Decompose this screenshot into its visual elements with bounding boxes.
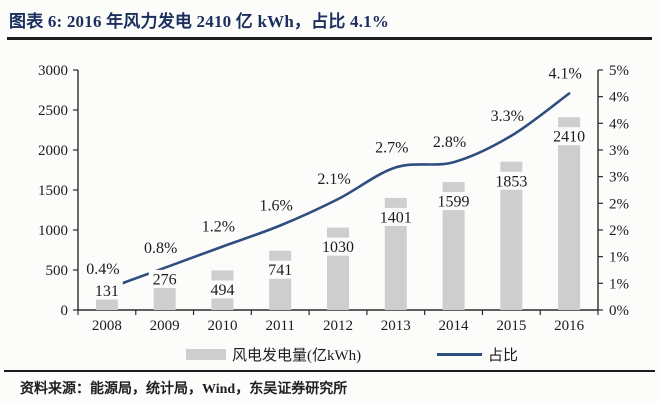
share-line-series: [105, 92, 571, 291]
right-axis-tick-label: 1%: [609, 276, 629, 292]
right-axis-tick-label: 4%: [609, 90, 629, 106]
x-axis-year-label: 2012: [323, 318, 353, 334]
left-axis-tick-label: 2500: [38, 103, 68, 119]
bar-value-plate: [491, 171, 532, 190]
chart-title: 图表 6: 2016 年风力发电 2410 亿 kWh，占比 4.1%: [9, 12, 390, 31]
left-axis-tick-label: 2000: [38, 143, 68, 159]
share-value-label: 2.7%: [375, 139, 408, 156]
bar-2009: [153, 287, 176, 310]
bar-value-plate: [264, 260, 297, 279]
right-axis-tick-label: 5%: [609, 63, 629, 79]
right-axis-tick-label: 2%: [609, 223, 629, 239]
bar-value-label: 2410: [553, 129, 585, 146]
chart-area: 0 500 1000 1500 2000 2500 3000 0% 1% 1% 2% 2% 3% 3% 4%…: [0, 40, 659, 370]
right-axis-tick-label: 1%: [609, 250, 629, 266]
left-axis-tick-label: 500: [46, 263, 69, 279]
legend-bar-label: 风电发电量(亿kWh): [232, 347, 361, 364]
x-axis-year-label: 2016: [554, 318, 585, 334]
share-value-label: 0.4%: [86, 261, 119, 278]
wind-power-chart: 0 500 1000 1500 2000 2500 3000 0% 1% 1% 2% 2% 3% 3% 4%…: [38, 63, 629, 364]
x-axis-year-label: 2015: [496, 318, 526, 334]
right-axis-tick-label: 3%: [609, 143, 629, 159]
legend-line-label: 占比: [488, 347, 518, 364]
x-axis-year-label: 2011: [265, 318, 294, 334]
bar-2013: [384, 197, 407, 310]
bar-2011: [269, 250, 292, 310]
bar-2016: [558, 117, 581, 310]
title-divider: [7, 37, 652, 40]
bar-value-label: 1853: [495, 173, 527, 190]
share-value-label: 2.8%: [433, 134, 466, 151]
bar-value-label: 1401: [380, 209, 412, 226]
share-value-label: 4.1%: [548, 66, 581, 83]
bar-value-label: 741: [268, 262, 292, 279]
x-axis-year-label: 2010: [207, 318, 237, 334]
right-axis-tick-label: 2%: [609, 196, 629, 212]
bar-value-plate: [90, 281, 123, 300]
bar-2015: [500, 161, 523, 310]
bar-value-plate: [206, 280, 239, 299]
share-value-label: 3.3%: [491, 108, 524, 125]
x-axis-year-label: 2014: [439, 318, 470, 334]
bar-2008: [95, 299, 118, 310]
x-axis-year-label: 2013: [381, 318, 411, 334]
share-value-label: 1.2%: [202, 219, 235, 236]
bar-value-label: 276: [153, 271, 177, 288]
bar-value-label: 131: [95, 283, 119, 300]
share-value-label: 0.8%: [144, 240, 177, 257]
bar-2014: [442, 182, 465, 310]
share-value-label: 1.6%: [260, 198, 293, 215]
bar-value-label: 1599: [438, 194, 470, 211]
bar-value-plate: [548, 127, 590, 146]
bar-value-plate: [433, 192, 474, 211]
share-value-label: 2.1%: [317, 171, 350, 188]
bar-value-plate: [317, 237, 359, 256]
left-axis-tick-label: 3000: [38, 63, 68, 79]
right-axis-tick-label: 0%: [609, 303, 629, 319]
x-axis-year-label: 2009: [150, 318, 180, 334]
left-axis-tick-label: 1000: [38, 223, 68, 239]
bar-value-plate: [375, 207, 416, 226]
right-axis-tick-label: 3%: [609, 170, 629, 186]
bar-value-plate: [148, 269, 181, 288]
left-axis-tick-label: 1500: [38, 183, 68, 199]
bar-value-label: 1030: [322, 239, 354, 256]
left-axis-tick-label: 0: [61, 303, 69, 319]
source-note: 资料来源：能源局，统计局，Wind，东吴证券研究所: [20, 382, 348, 397]
legend-bar-swatch: [186, 349, 226, 360]
bar-value-label: 494: [210, 282, 234, 299]
x-axis-year-label: 2008: [92, 318, 122, 334]
footer-divider: [4, 370, 655, 372]
right-axis-tick-label: 4%: [609, 116, 629, 132]
